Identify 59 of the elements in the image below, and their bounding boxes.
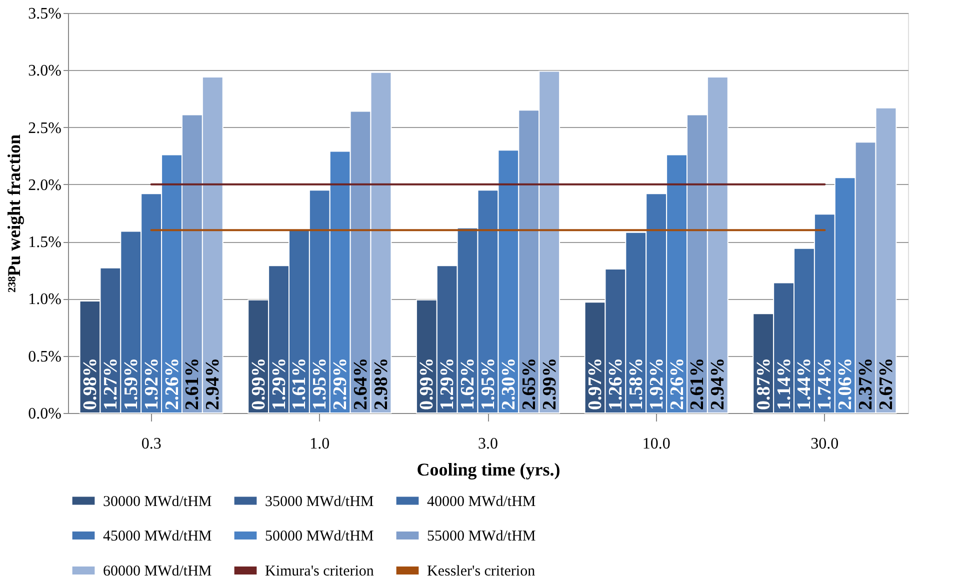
- x-tick-label: 1.0: [310, 436, 330, 452]
- y-tick-label: 1.0%: [28, 291, 62, 308]
- legend-label: 35000 MWd/tHM: [265, 494, 374, 510]
- y-tick-label: 0.0%: [28, 406, 62, 422]
- data-label: 1.59%: [120, 358, 142, 410]
- y-axis-title: ²³⁸Pu weight fraction: [4, 134, 24, 293]
- y-tick-label: 3.0%: [28, 62, 62, 80]
- data-label: 2.65%: [518, 358, 540, 410]
- data-label: 2.26%: [666, 358, 688, 410]
- legend-label: 55000 MWd/tHM: [427, 528, 536, 544]
- data-label: 2.26%: [162, 358, 183, 410]
- x-tick-label: 10.0: [642, 436, 670, 452]
- data-label: 2.99%: [539, 358, 560, 410]
- data-label: 1.95%: [478, 358, 499, 410]
- data-label: 2.64%: [350, 358, 372, 410]
- legend-label: Kessler's criterion: [427, 564, 536, 580]
- data-label: 1.62%: [458, 358, 479, 410]
- data-label: 0.98%: [80, 358, 102, 410]
- data-label: 1.95%: [310, 358, 331, 410]
- legend-label: 45000 MWd/tHM: [103, 528, 212, 544]
- legend-label: 60000 MWd/tHM: [103, 564, 212, 580]
- y-tick-label: 2.0%: [28, 176, 62, 194]
- data-label: 2.98%: [370, 358, 392, 410]
- data-label: 2.30%: [498, 358, 520, 410]
- x-tick-label: 3.0: [478, 436, 498, 452]
- data-label: 2.67%: [876, 358, 897, 410]
- y-tick-label: 3.5%: [28, 6, 62, 22]
- data-label: 2.37%: [856, 358, 877, 410]
- data-label: 1.44%: [794, 358, 816, 410]
- x-axis-title: Cooling time (yrs.): [416, 460, 560, 480]
- data-label: 1.92%: [141, 358, 162, 410]
- data-label: 0.99%: [248, 358, 270, 410]
- x-tick-label: 30.0: [810, 436, 839, 452]
- y-tick-label: 0.5%: [28, 348, 62, 366]
- data-label: 2.06%: [835, 358, 856, 410]
- data-label: 1.74%: [814, 358, 836, 410]
- data-label: 2.61%: [182, 358, 204, 410]
- data-label: 1.27%: [100, 358, 122, 410]
- legend-label: 40000 MWd/tHM: [427, 494, 536, 510]
- data-label: 1.14%: [774, 358, 795, 410]
- legend-label: 30000 MWd/tHM: [103, 494, 212, 510]
- x-tick-label: 0.3: [141, 436, 162, 452]
- data-label: 0.99%: [416, 358, 438, 410]
- data-label: 2.61%: [687, 358, 708, 410]
- data-label: 1.61%: [289, 358, 310, 410]
- data-label: 0.97%: [585, 358, 606, 410]
- legend-label: Kimura's criterion: [265, 564, 374, 580]
- data-label: 1.58%: [626, 358, 647, 410]
- data-label: 2.94%: [708, 358, 729, 410]
- data-label: 1.26%: [605, 358, 626, 410]
- data-label: 1.29%: [437, 358, 458, 410]
- y-tick-label: 1.5%: [28, 234, 62, 252]
- data-label: 0.87%: [753, 358, 774, 410]
- data-label: 2.29%: [330, 358, 352, 410]
- legend-label: 50000 MWd/tHM: [265, 528, 374, 544]
- data-label: 1.92%: [646, 358, 668, 410]
- y-tick-label: 2.5%: [28, 120, 62, 137]
- data-label: 2.94%: [202, 358, 224, 410]
- data-label: 1.29%: [268, 358, 290, 410]
